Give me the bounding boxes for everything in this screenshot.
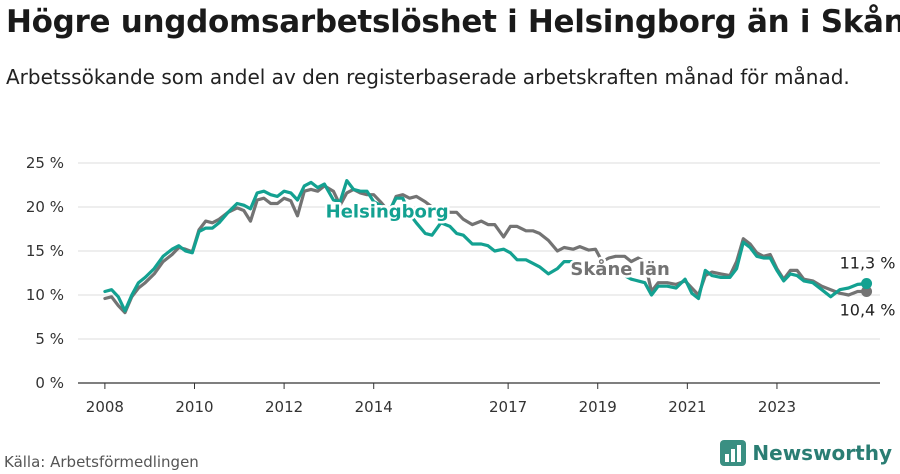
x-tick-label: 2010 <box>175 398 213 416</box>
brand-logo: Newsworthy <box>720 440 892 466</box>
x-tick-label: 2017 <box>489 398 527 416</box>
end-point-skane <box>861 285 873 297</box>
x-tick-label: 2023 <box>758 398 796 416</box>
y-tick-label: 25 % <box>26 154 64 172</box>
series-lines <box>103 179 869 315</box>
gridlines <box>78 162 880 340</box>
series-label-helsingborg: Helsingborg <box>326 202 449 223</box>
chart-subtitle: Arbetssökande som andel av den registerb… <box>6 65 850 89</box>
y-tick-label: 15 % <box>26 242 64 260</box>
end-points: 10,4 % 11,3 % <box>840 254 896 320</box>
end-point-helsingborg <box>861 278 873 290</box>
series-label-skane: Skåne län <box>570 258 670 280</box>
y-tick-label: 0 % <box>35 374 64 392</box>
x-tick-label: 2019 <box>579 398 617 416</box>
end-value-label-helsingborg: 11,3 % <box>840 254 896 273</box>
x-tick-label: 2008 <box>86 398 124 416</box>
bar-chart-icon <box>720 440 747 466</box>
source-note: Källa: Arbetsförmedlingen <box>4 453 199 471</box>
y-tick-label: 5 % <box>35 330 64 348</box>
y-tick-label: 20 % <box>26 198 64 216</box>
y-tick-label: 10 % <box>26 286 64 304</box>
x-tick-label: 2012 <box>265 398 303 416</box>
chart-title: Högre ungdomsarbetslöshet i Helsingborg … <box>6 4 900 40</box>
end-value-label-skane: 10,4 % <box>840 300 896 319</box>
x-tick-label: 2021 <box>668 398 706 416</box>
series-line-helsingborg <box>103 179 869 313</box>
series-labels: Helsingborg Skåne län <box>323 199 672 282</box>
x-tick-label: 2014 <box>355 398 393 416</box>
brand-name: Newsworthy <box>752 441 892 465</box>
x-axis-ticks: 2008 2010 2012 2014 2017 2019 2021 2023 <box>78 382 880 416</box>
y-axis-ticks: 0 % 5 % 10 % 15 % 20 % 25 % <box>26 154 64 392</box>
